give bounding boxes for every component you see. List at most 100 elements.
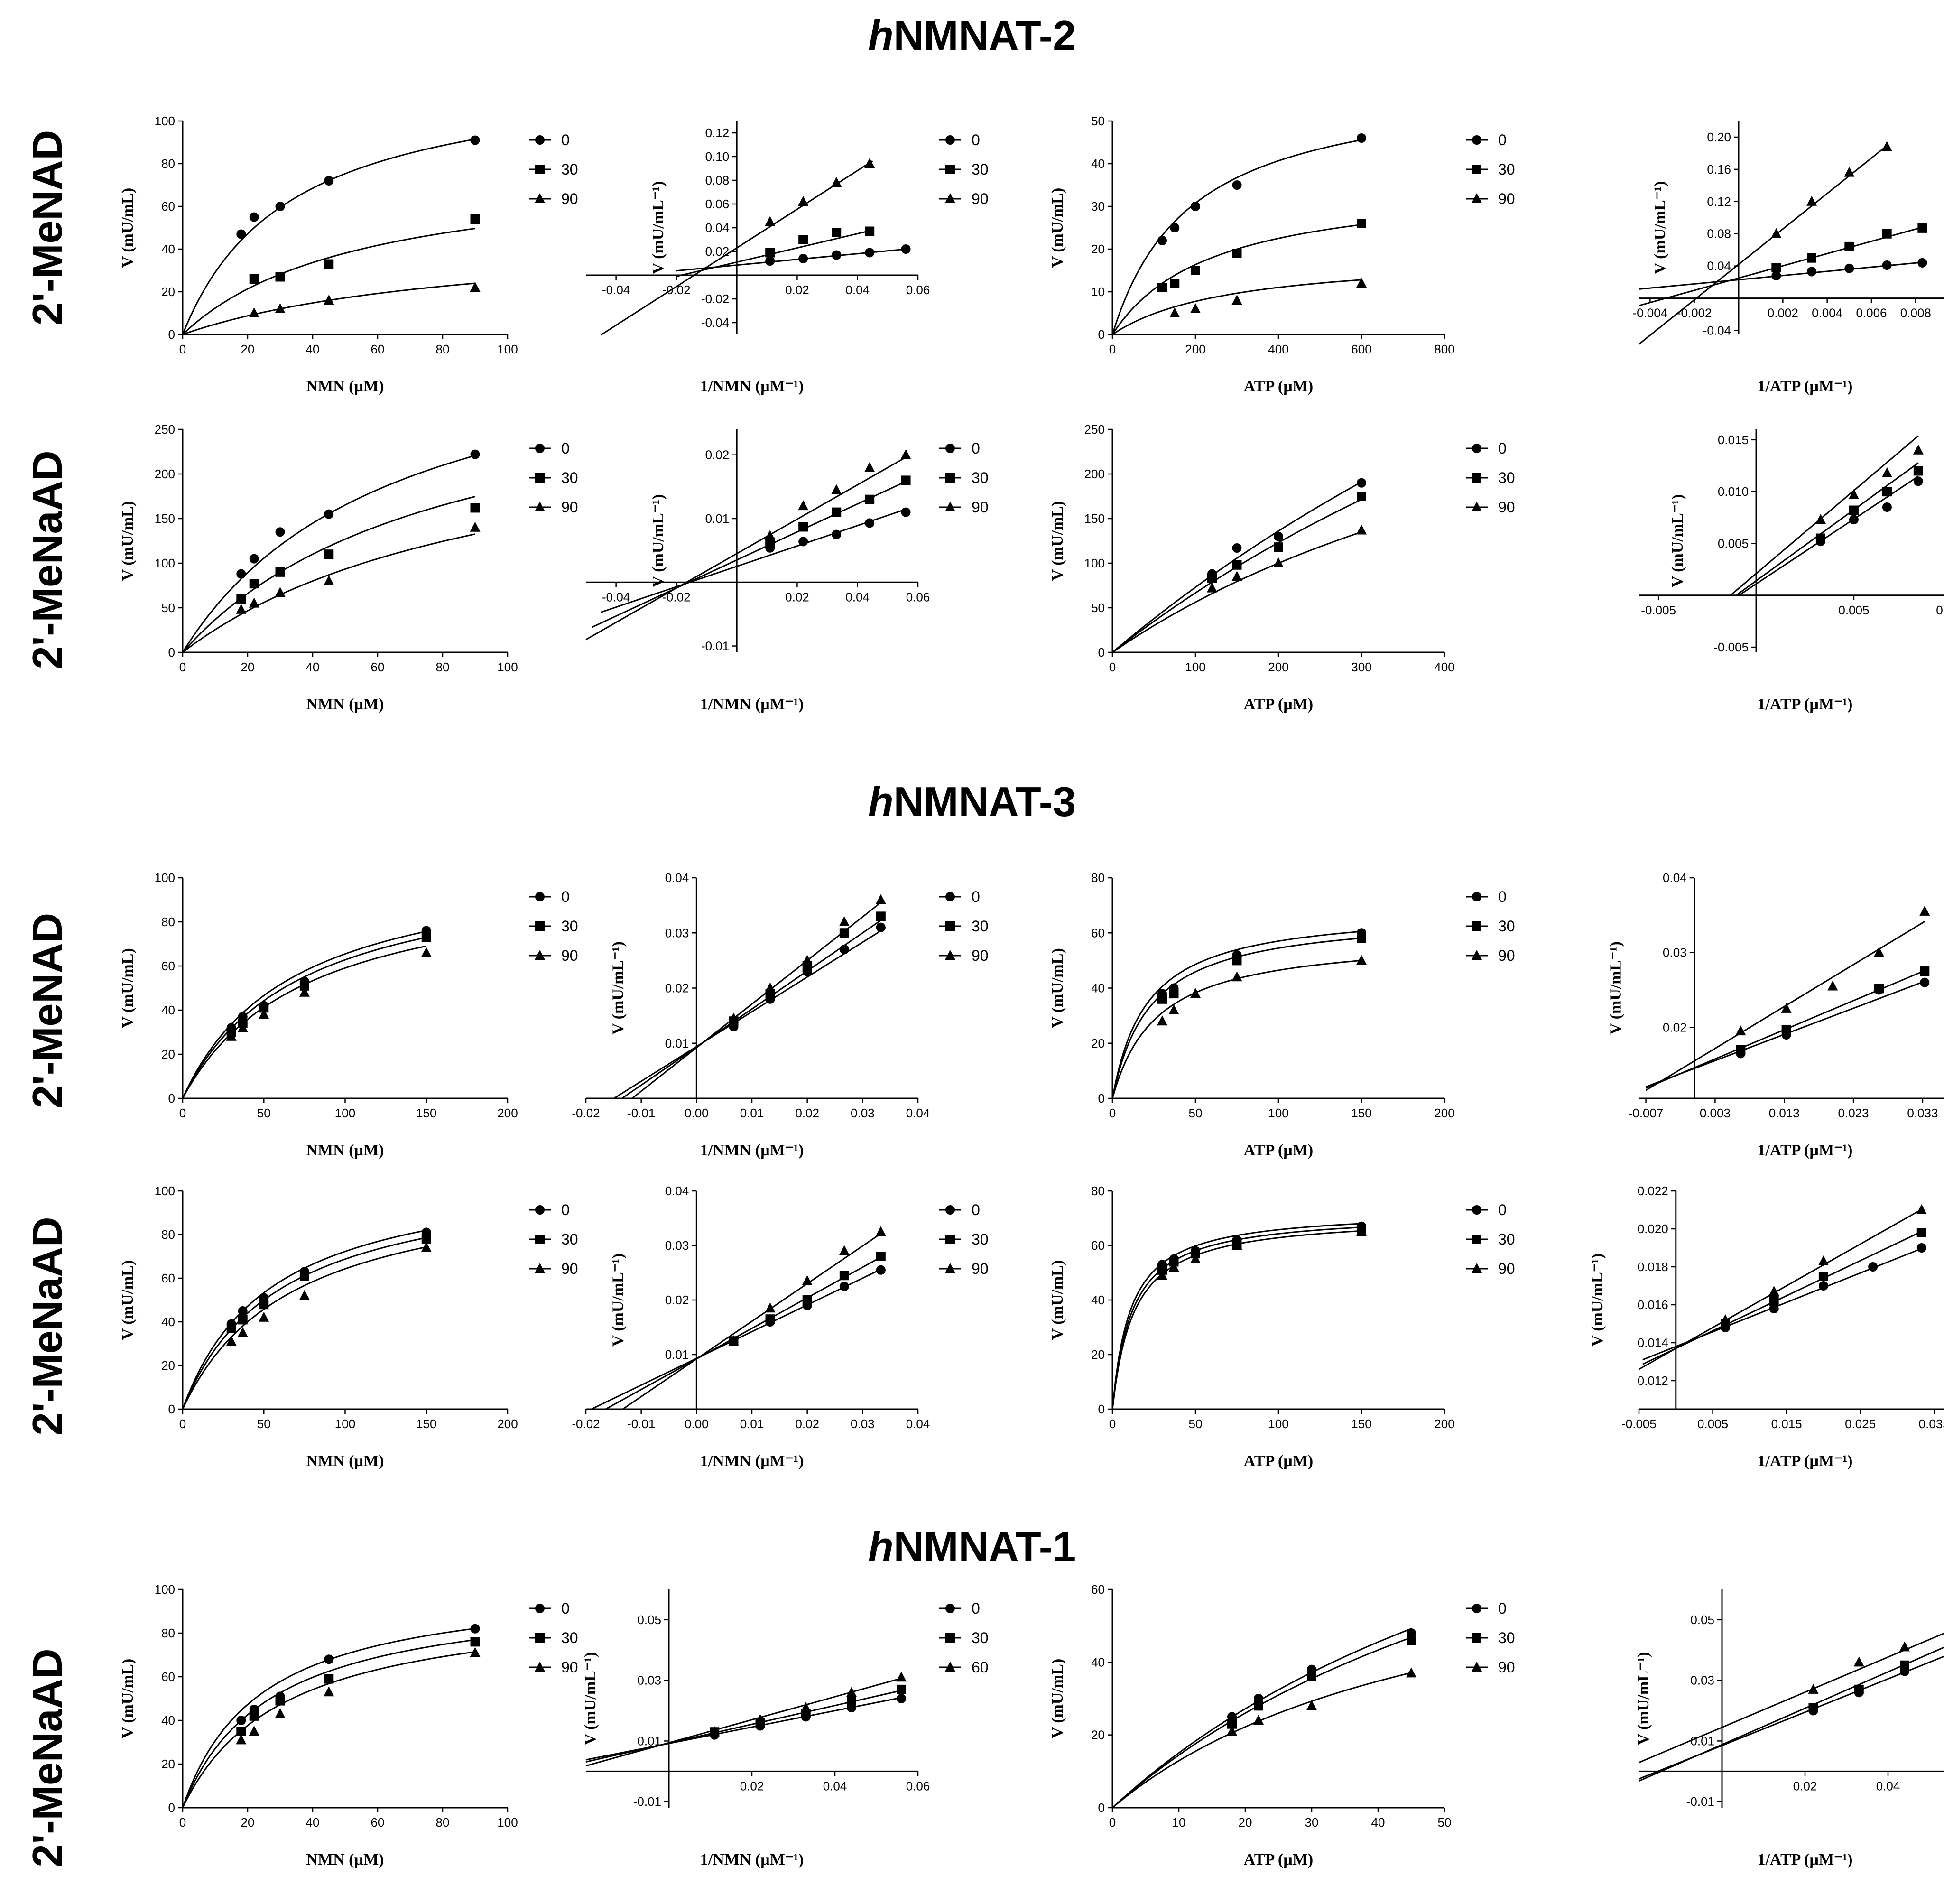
- data-point-30: [1357, 219, 1366, 228]
- x-tick-label: 150: [416, 1106, 436, 1120]
- x-axis-title: 1/ATP (µM⁻¹): [1757, 1851, 1852, 1868]
- legend-marker-30: [1472, 165, 1481, 174]
- data-point-90: [1808, 1683, 1819, 1694]
- y-tick-label: 80: [161, 915, 175, 929]
- x-tick-label: -0.04: [602, 283, 630, 297]
- data-point-0: [798, 254, 808, 263]
- legend-label: 30: [972, 1231, 989, 1248]
- y-tick-label: 0: [1098, 1402, 1105, 1416]
- y-axis-title: V (mU/mL⁻¹): [609, 1254, 627, 1347]
- y-tick-label: 200: [155, 467, 175, 481]
- y-tick-label: 0.015: [1718, 433, 1749, 447]
- data-point-90: [765, 982, 776, 993]
- data-point-30: [421, 932, 431, 942]
- data-point-0: [275, 527, 285, 537]
- data-point-90: [1231, 971, 1242, 982]
- data-point-30: [1916, 1228, 1926, 1237]
- x-axis-title: NMN (µM): [306, 1142, 384, 1159]
- x-axis-title: ATP (µM): [1244, 1851, 1313, 1868]
- x-tick-label: 0.06: [906, 590, 930, 604]
- x-tick-label: -0.02: [662, 283, 690, 297]
- data-point-90: [900, 449, 911, 459]
- legend-label: 0: [561, 1600, 570, 1617]
- x-axis-title: 1/NMN (µM⁻¹): [700, 696, 804, 713]
- y-tick-label: -0.01: [701, 639, 729, 653]
- x-tick-label: -0.01: [627, 1417, 655, 1431]
- data-point-30: [1900, 1660, 1909, 1670]
- y-tick-label: 40: [161, 1003, 175, 1017]
- data-point-90: [1913, 444, 1924, 455]
- legend-label: 0: [1498, 1600, 1507, 1617]
- legend-label: 0: [972, 440, 980, 457]
- x-tick-label: -0.04: [602, 590, 630, 604]
- legend-marker-90: [535, 950, 545, 960]
- data-point-0: [470, 135, 480, 145]
- x-axis-title: 1/ATP (µM⁻¹): [1757, 1452, 1852, 1470]
- y-tick-label: 40: [161, 1713, 175, 1728]
- x-tick-label: -0.002: [1677, 306, 1712, 320]
- data-point-90: [1157, 1015, 1167, 1026]
- data-point-90: [259, 1311, 269, 1322]
- data-point-30: [1157, 994, 1167, 1004]
- chart-n3_naad_mm_nmn: 0 50 100 150 200 0 20 40 60 80 100 NMN (µM) V (mU/mL…: [119, 1184, 578, 1470]
- data-point-0: [1357, 478, 1366, 488]
- fit-line-0: [1111, 1628, 1412, 1809]
- legend-label: 90: [561, 1659, 578, 1676]
- legend-label: 0: [1498, 440, 1507, 457]
- data-point-30: [1808, 1703, 1818, 1713]
- x-tick-label: 0.06: [906, 1779, 930, 1793]
- x-tick-label: 400: [1434, 660, 1454, 674]
- fit-line-30: [1736, 462, 1919, 596]
- data-point-30: [1913, 466, 1923, 476]
- y-tick-label: 0.022: [1638, 1184, 1668, 1198]
- fit-line-90: [1112, 531, 1362, 653]
- x-tick-label: -0.004: [1632, 306, 1667, 320]
- legend-marker-0: [945, 1205, 955, 1215]
- fit-line-30: [182, 496, 475, 653]
- data-point-30: [765, 248, 775, 258]
- legend-label: 90: [1498, 190, 1515, 207]
- legend-marker-0: [945, 1604, 955, 1613]
- legend-marker-30: [535, 165, 545, 174]
- x-tick-label: 0.002: [1768, 306, 1798, 320]
- legend-marker-30: [945, 473, 955, 483]
- y-tick-label: 200: [1084, 467, 1105, 481]
- data-point-30: [470, 214, 480, 224]
- data-point-30: [421, 1234, 431, 1244]
- y-axis-title: V (mU/mL): [119, 1260, 137, 1340]
- data-point-30: [470, 1637, 480, 1647]
- fit-line-90: [182, 1651, 475, 1808]
- data-point-90: [226, 1336, 237, 1346]
- data-point-30: [1170, 279, 1180, 288]
- data-point-0: [1232, 543, 1242, 553]
- data-point-90: [1806, 195, 1817, 206]
- fit-line-30: [1639, 1646, 1944, 1782]
- y-tick-label: 40: [1091, 1655, 1105, 1669]
- x-tick-label: 60: [371, 1815, 385, 1830]
- x-tick-label: 100: [335, 1106, 355, 1120]
- y-tick-label: 20: [1091, 1347, 1105, 1362]
- x-tick-label: 0: [179, 660, 186, 674]
- legend-label: 90: [561, 947, 578, 964]
- fit-line-90: [1639, 1632, 1944, 1764]
- data-point-0: [1232, 180, 1242, 190]
- y-tick-label: 0.12: [1707, 195, 1731, 209]
- y-tick-label: 100: [155, 1184, 175, 1198]
- data-point-30: [1232, 560, 1242, 570]
- legend-marker-30: [1472, 473, 1481, 483]
- y-axis-title: V (mU/mL): [1049, 188, 1066, 268]
- legend-marker-0: [535, 135, 545, 145]
- chart-n2_nad_mm_nmn: 0 20 40 60 80 100 0 20 40 60 80 100 NMN (µM) V (mU/mL…: [119, 114, 578, 395]
- y-tick-label: 0.01: [665, 1036, 689, 1050]
- legend-marker-30: [535, 1633, 545, 1643]
- data-point-90: [1227, 1726, 1237, 1736]
- data-point-30: [1818, 1272, 1828, 1281]
- fit-line-90: [1639, 1208, 1922, 1370]
- y-tick-label: 0: [1098, 645, 1105, 659]
- legend-marker-0: [1472, 135, 1481, 145]
- y-tick-label: 150: [155, 511, 175, 526]
- y-tick-label: 20: [1091, 242, 1105, 256]
- data-point-90: [299, 986, 310, 997]
- x-tick-label: 60: [371, 342, 385, 356]
